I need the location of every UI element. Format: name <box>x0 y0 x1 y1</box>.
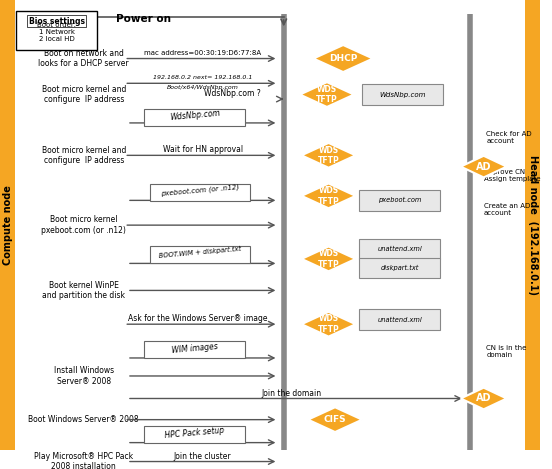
Text: Wait for HN approval: Wait for HN approval <box>163 145 243 154</box>
Polygon shape <box>314 45 373 72</box>
Text: Join the cluster: Join the cluster <box>174 452 231 461</box>
Polygon shape <box>461 388 507 409</box>
Text: Play Microsoft® HPC Pack
2008 installation: Play Microsoft® HPC Pack 2008 installati… <box>34 452 134 469</box>
Text: WdsNbp.com ?: WdsNbp.com ? <box>204 89 261 98</box>
Polygon shape <box>301 143 355 168</box>
Text: WdsNbp.com: WdsNbp.com <box>169 109 220 122</box>
FancyBboxPatch shape <box>144 341 245 358</box>
Text: WDS
TFTP: WDS TFTP <box>318 146 339 165</box>
Text: diskpart.txt: diskpart.txt <box>381 265 419 271</box>
Text: Join the domain: Join the domain <box>262 389 322 398</box>
Text: Check for AD
account: Check for AD account <box>486 131 532 144</box>
Text: Boot order:
1 Network
2 local HD: Boot order: 1 Network 2 local HD <box>37 23 76 42</box>
Polygon shape <box>301 247 355 271</box>
Text: BOOT.WIM + diskpart.txt: BOOT.WIM + diskpart.txt <box>158 246 241 259</box>
FancyBboxPatch shape <box>0 0 15 450</box>
FancyBboxPatch shape <box>526 0 540 450</box>
Polygon shape <box>300 82 354 107</box>
Text: mac address=00:30:19:D6:77:8A: mac address=00:30:19:D6:77:8A <box>144 50 261 56</box>
Text: WIM images: WIM images <box>171 341 218 355</box>
Text: Head node  (192.168.0.1): Head node (192.168.0.1) <box>528 155 538 295</box>
Text: WDS
TFTP: WDS TFTP <box>318 315 339 334</box>
Text: Approve CN
Assign template: Approve CN Assign template <box>484 169 540 182</box>
Polygon shape <box>301 312 355 337</box>
Polygon shape <box>461 156 507 177</box>
Polygon shape <box>301 183 355 208</box>
Text: Ask for the Windows Server® image: Ask for the Windows Server® image <box>128 314 267 323</box>
Text: Compute node: Compute node <box>3 185 13 265</box>
Text: WDS
TFTP: WDS TFTP <box>316 85 338 104</box>
Text: WDS
TFTP: WDS TFTP <box>318 249 339 269</box>
Text: Create an AD
account: Create an AD account <box>484 203 530 216</box>
Text: WDS
TFTP: WDS TFTP <box>318 186 339 205</box>
Text: unattend.xml: unattend.xml <box>378 246 422 252</box>
Text: Install Windows
Server® 2008: Install Windows Server® 2008 <box>54 366 114 386</box>
FancyBboxPatch shape <box>359 190 440 211</box>
Text: CN is in the
domain: CN is in the domain <box>486 345 527 358</box>
Text: 192.168.0.2 next= 192.168.0.1: 192.168.0.2 next= 192.168.0.1 <box>153 75 252 80</box>
Text: Boot kernel WinPE
and partition the disk: Boot kernel WinPE and partition the disk <box>43 281 125 300</box>
Text: Boot micro kernel
pxeboot.com (or .n12): Boot micro kernel pxeboot.com (or .n12) <box>41 215 126 235</box>
Text: Boot/x64/WdsNbp.com: Boot/x64/WdsNbp.com <box>167 85 238 90</box>
FancyBboxPatch shape <box>16 11 97 50</box>
Text: unattend.xml: unattend.xml <box>378 317 422 323</box>
Text: pxeboot.com (or .n12): pxeboot.com (or .n12) <box>161 184 240 197</box>
FancyBboxPatch shape <box>359 239 440 259</box>
Text: Bios settings: Bios settings <box>29 17 85 26</box>
Text: AD: AD <box>476 393 491 403</box>
Text: Boot micro kernel and
configure  IP address: Boot micro kernel and configure IP addre… <box>41 85 126 104</box>
Text: pxeboot.com: pxeboot.com <box>378 197 422 204</box>
FancyBboxPatch shape <box>150 246 250 263</box>
FancyBboxPatch shape <box>144 426 245 443</box>
FancyBboxPatch shape <box>150 184 250 201</box>
FancyBboxPatch shape <box>359 257 440 278</box>
Text: AD: AD <box>476 162 491 172</box>
Text: DHCP: DHCP <box>329 54 357 63</box>
FancyBboxPatch shape <box>359 310 440 330</box>
Text: Boot on network and
looks for a DHCP server: Boot on network and looks for a DHCP ser… <box>39 49 129 68</box>
Text: Power on: Power on <box>116 14 171 24</box>
Text: Boot micro kernel and
configure  IP address: Boot micro kernel and configure IP addre… <box>41 146 126 165</box>
Text: Boot Windows Server® 2008: Boot Windows Server® 2008 <box>29 415 139 424</box>
FancyBboxPatch shape <box>144 108 245 126</box>
Polygon shape <box>308 407 362 432</box>
Text: HPC Pack setup: HPC Pack setup <box>164 426 225 440</box>
FancyBboxPatch shape <box>362 84 443 105</box>
Text: CIFS: CIFS <box>323 415 346 424</box>
Text: WdsNbp.com: WdsNbp.com <box>379 91 426 98</box>
